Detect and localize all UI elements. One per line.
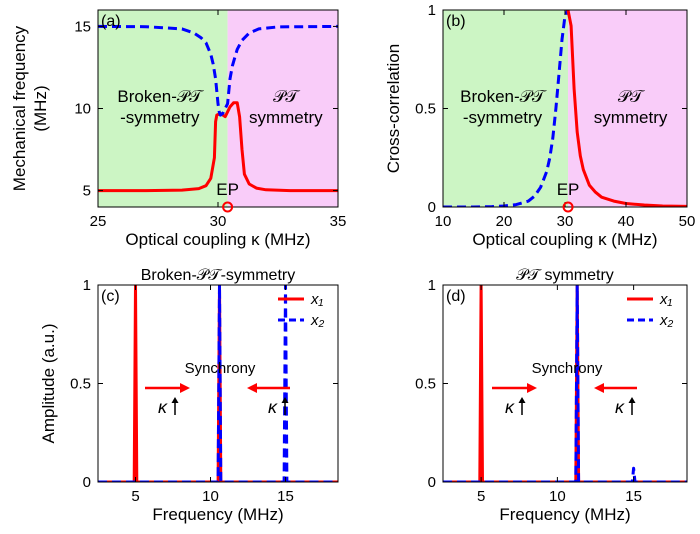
x-tick-label: 50: [679, 213, 696, 230]
y-tick-label: 0: [428, 199, 436, 216]
synchrony-label: Synchrony: [185, 360, 256, 377]
kappa-up-arrow-head: [518, 397, 526, 403]
series-blue-dashed-line: [98, 285, 338, 482]
y-tick-label: 1: [428, 277, 436, 294]
y-axis-label: Mechanical frequency (MHz): [10, 25, 50, 191]
x-axis-label: Optical coupling κ (MHz): [472, 230, 657, 249]
y-tick-label: 0: [428, 474, 436, 491]
kappa-symbol: κ: [615, 397, 625, 417]
synchrony-label: Synchrony: [532, 360, 603, 377]
panel-title: Broken-𝒫𝒯-symmetry: [141, 267, 295, 284]
kappa-symbol: κ: [268, 397, 278, 417]
panel-title: 𝒫𝒯 symmetry: [516, 267, 614, 284]
y-tick-label: 5: [83, 183, 91, 200]
series-blue-dashed-line: [98, 24, 338, 117]
region-label: 𝒫𝒯: [273, 87, 300, 106]
ep-label: EP: [557, 180, 580, 199]
y-tick-label: 1: [83, 277, 91, 294]
panel-b: 10 20 30 40 50 0 0.5 1 Optical coupling κ (MHz) C…: [384, 2, 695, 249]
panel-label: (d): [446, 288, 466, 305]
y-tick-label: 0: [83, 474, 91, 491]
x-tick-label: 10: [435, 213, 452, 230]
ep-label: EP: [216, 180, 239, 199]
x-tick-label: 20: [496, 213, 513, 230]
region-label: Broken-𝒫𝒯: [460, 87, 547, 106]
ep-marker: [222, 201, 234, 213]
legend-entry: x₁: [310, 291, 324, 308]
legend-entry: x₁: [659, 291, 673, 308]
x-tick-label: 40: [618, 213, 635, 230]
region-label: Broken-𝒫𝒯: [117, 87, 204, 106]
arrow-right-head: [180, 383, 190, 393]
kappa-symbol: κ: [158, 397, 168, 417]
kappa-up-arrow-head: [628, 397, 636, 403]
series-red-solid-line: [566, 10, 687, 207]
legend-entry: x₂: [659, 312, 674, 329]
region-label: symmetry: [594, 108, 668, 127]
x-axis-label: Frequency (MHz): [499, 505, 630, 524]
region-label: 𝒫𝒯: [618, 87, 645, 106]
y-tick-label: 10: [74, 101, 91, 118]
panel-c: 5 10 15 0 0.5 1 Frequency (MHz) Amplitude (a.u.…: [39, 267, 339, 524]
series-red-solid-line: [443, 285, 687, 482]
x-tick-label: 30: [557, 213, 574, 230]
y-tick-label: 1: [428, 2, 436, 19]
panel-d: 5 10 15 0 0.5 1 Frequency (MHz) (d) 𝒫𝒯 symmetry x…: [415, 267, 688, 524]
x-tick-label: 10: [202, 488, 219, 505]
kappa-up-arrow-head: [171, 397, 179, 403]
x-tick-label: 10: [549, 488, 566, 505]
series-blue-dashed-line: [443, 10, 570, 207]
y-axis-label: Cross-correlation: [384, 44, 403, 173]
x-tick-label: 5: [131, 488, 139, 505]
x-tick-label: 5: [477, 488, 485, 505]
series-red-solid-line: [98, 101, 338, 193]
panel-a: 25 30 35 5 10 15 Optical coupling κ (MHz) Mecha…: [10, 9, 347, 249]
x-axis-label: Frequency (MHz): [152, 505, 283, 524]
region-label: -symmetry: [463, 108, 543, 127]
panel-label: (a): [101, 13, 121, 30]
series-blue-dashed-line: [443, 285, 687, 482]
y-tick-label: 0.5: [415, 376, 436, 393]
region-label: -symmetry: [120, 108, 200, 127]
arrow-left-head: [247, 383, 257, 393]
legend-entry: x₂: [310, 312, 325, 329]
y-tick-label: 0.5: [415, 101, 436, 118]
arrow-right-head: [527, 383, 537, 393]
y-tick-label: 15: [74, 18, 91, 35]
y-tick-label: 0.5: [70, 376, 91, 393]
panel-label: (c): [101, 288, 120, 305]
y-axis-label: Amplitude (a.u.): [39, 324, 58, 444]
kappa-symbol: κ: [505, 397, 515, 417]
region-label: symmetry: [249, 108, 323, 127]
x-tick-label: 35: [330, 213, 347, 230]
x-tick-label: 30: [210, 213, 227, 230]
x-tick-label: 15: [625, 488, 642, 505]
ep-marker: [562, 201, 574, 213]
kappa-up-arrow-head: [281, 397, 289, 403]
arrow-left-head: [594, 383, 604, 393]
x-tick-label: 15: [277, 488, 294, 505]
region-pt: [568, 10, 687, 207]
x-axis-label: Optical coupling κ (MHz): [125, 230, 310, 249]
panel-label: (b): [446, 13, 466, 30]
x-tick-label: 25: [90, 213, 107, 230]
